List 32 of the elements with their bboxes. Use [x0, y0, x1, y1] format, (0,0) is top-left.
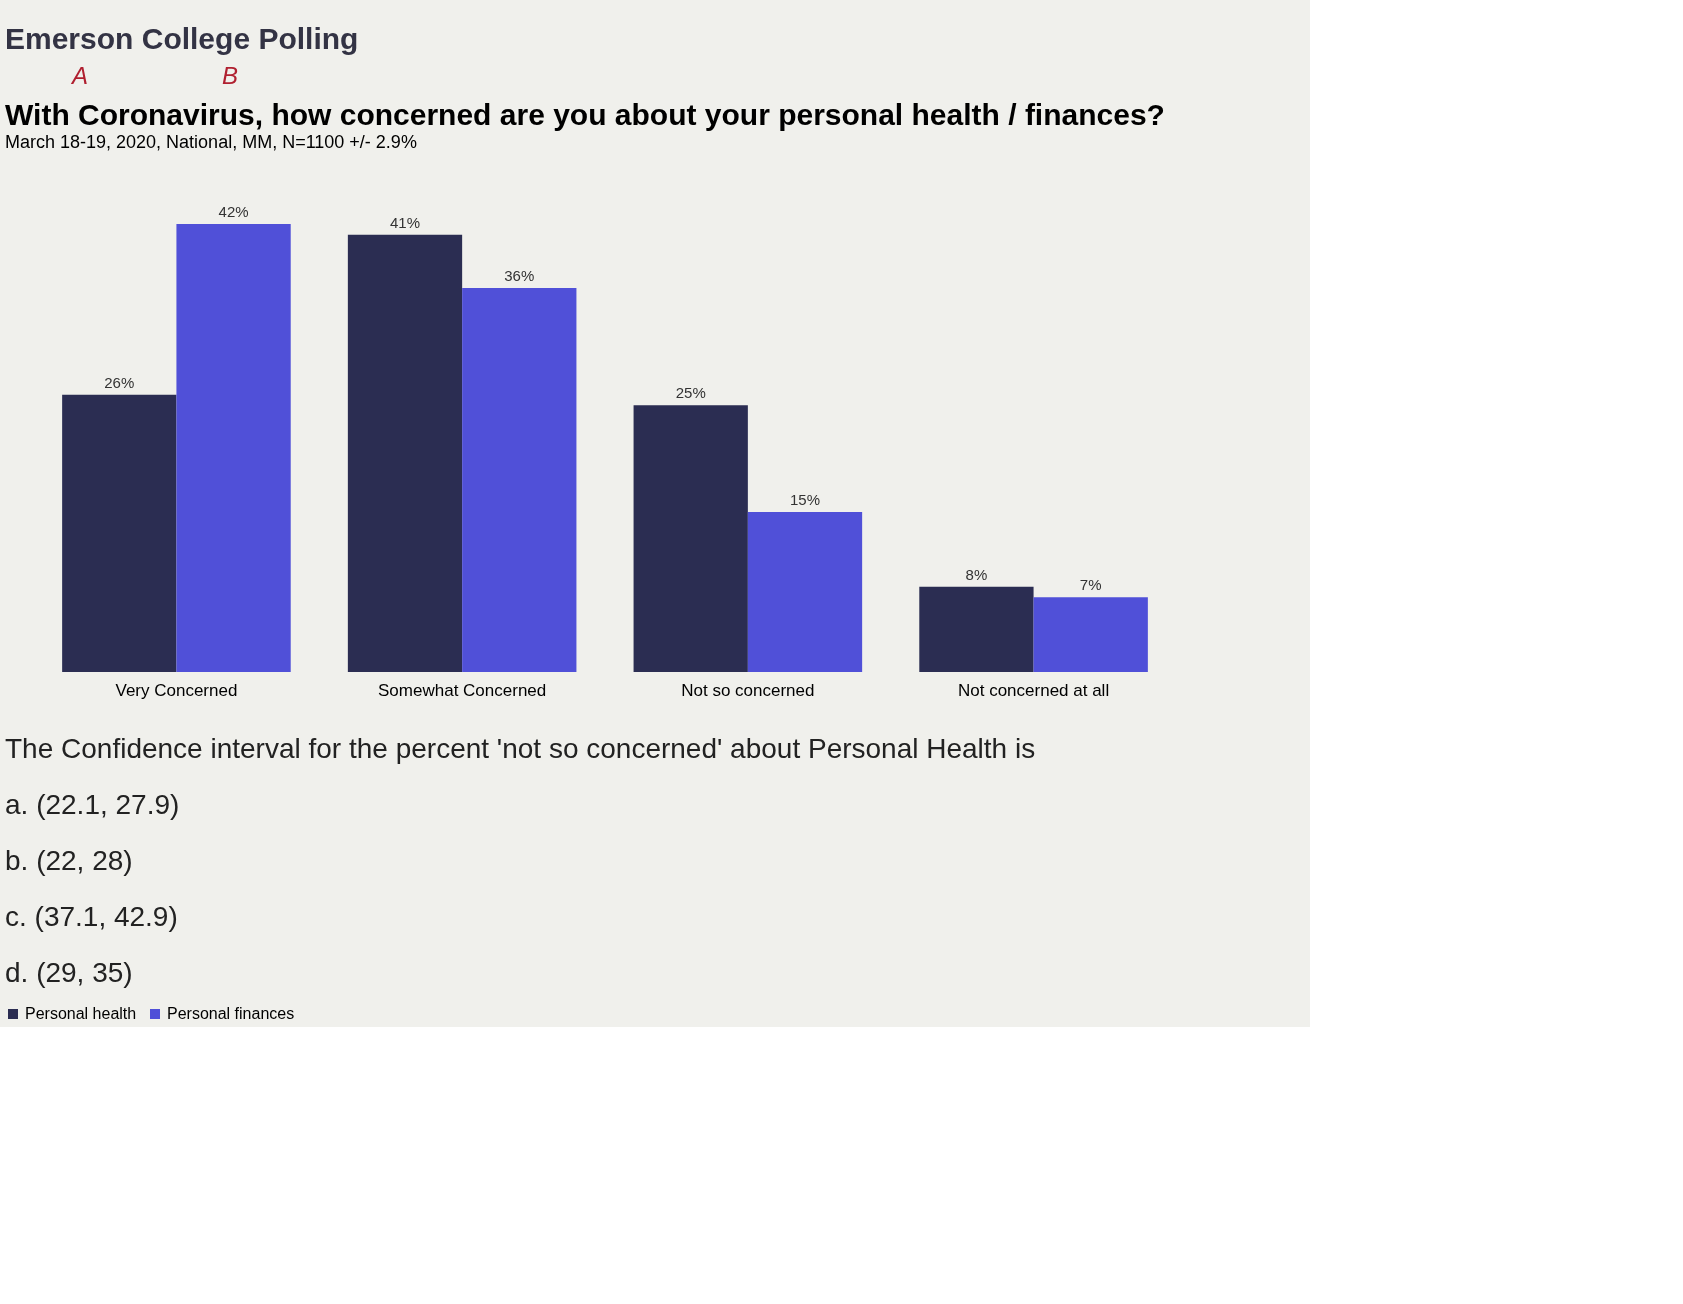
data-label: 41%: [389, 213, 421, 231]
data-label: 26%: [104, 373, 135, 391]
data-label: 8%: [965, 565, 988, 583]
text: a. (22.1, 27.9): [5, 789, 180, 820]
x-tick-label: Somewhat Concerned: [378, 680, 547, 700]
bar: [347, 234, 463, 672]
bar: [1033, 597, 1148, 672]
bar: [176, 224, 291, 672]
legend-label: Personal health: [25, 1005, 137, 1022]
data-label: 36%: [504, 267, 535, 284]
legend-label: Personal finances: [167, 1005, 295, 1022]
bar: [747, 512, 863, 672]
data-label: 42%: [218, 203, 249, 220]
text: B: [221, 62, 239, 89]
data-label: 7%: [1079, 576, 1102, 594]
data-label: 25%: [675, 384, 706, 402]
bar: [633, 405, 748, 672]
text: A: [69, 62, 89, 89]
bar: [462, 288, 577, 672]
text: b. (22, 28): [5, 845, 133, 876]
text: d. (29, 35): [5, 957, 133, 988]
bar: [919, 586, 1034, 672]
x-tick-label: Very Concerned: [115, 680, 238, 700]
chart-title: With Coronavirus, how concerned are you about your personal health / finances?: [5, 98, 1165, 131]
text: The Confidence interval for the percent 'not so concerned' about Personal Health is: [5, 733, 1036, 764]
data-label: 15%: [789, 491, 821, 508]
bar: [62, 394, 177, 672]
x-tick-label: Not concerned at all: [957, 680, 1110, 700]
chart-subtitle: March 18-19, 2020, National, MM, N=1100 +/- 2.9%: [5, 132, 417, 152]
text: c. (37.1, 42.9): [5, 901, 178, 932]
x-tick-label: Not so concerned: [681, 680, 815, 700]
text: Emerson College Polling: [5, 22, 359, 55]
